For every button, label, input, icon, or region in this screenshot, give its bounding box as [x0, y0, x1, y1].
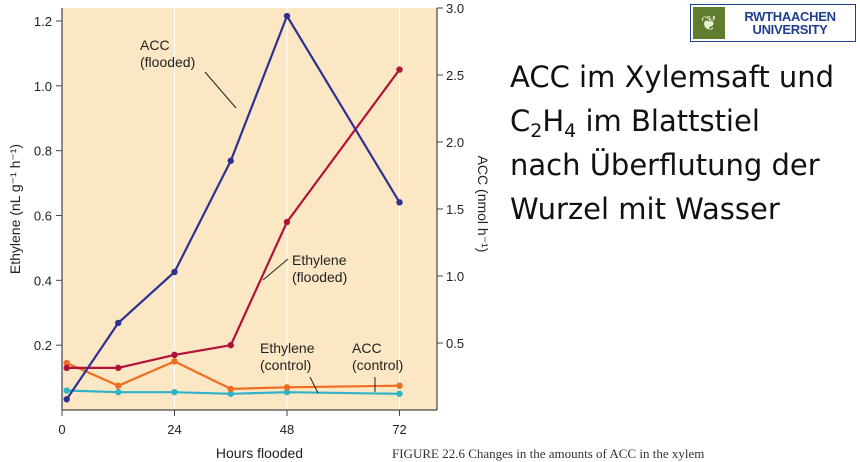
- y2-tick-label: 0.5: [446, 336, 464, 351]
- data-point: [63, 396, 70, 403]
- series-label: Ethylene: [260, 340, 315, 356]
- logo-line-1: RWTHAACHEN: [744, 9, 836, 24]
- data-point: [227, 157, 234, 164]
- data-point: [396, 390, 403, 397]
- y-tick-label: 1.0: [34, 79, 52, 94]
- y-tick-label: 1.2: [34, 14, 52, 29]
- x-tick-label: 0: [58, 422, 65, 437]
- label-leader-line: [204, 71, 237, 109]
- data-point: [171, 388, 178, 396]
- data-point: [171, 351, 178, 359]
- data-point: [115, 364, 122, 372]
- series-label: (flooded): [140, 54, 195, 70]
- series-label: ACC: [140, 37, 170, 53]
- x-axis-title: Hours flooded: [216, 445, 303, 461]
- data-point: [115, 382, 122, 389]
- series-label: ACC: [352, 340, 382, 356]
- data-point: [283, 218, 291, 226]
- y2-tick-label: 3.0: [446, 1, 464, 16]
- logo-line-2: UNIVERSITY: [752, 22, 828, 37]
- y2-tick-label: 1.5: [446, 202, 464, 217]
- data-point: [63, 387, 70, 394]
- data-point: [63, 359, 70, 367]
- label-leader-line: [262, 258, 289, 281]
- y2-tick-label: 2.5: [446, 68, 464, 83]
- slide-text-line: ACC im Xylemsaft und: [510, 60, 835, 94]
- series-label: (control): [260, 357, 311, 373]
- series-label: (flooded): [292, 269, 347, 285]
- label-leader-line: [309, 376, 319, 394]
- y-tick-label: 0.8: [34, 144, 52, 159]
- y2-tick-label: 2.0: [446, 135, 464, 150]
- y-tick-label: 0.2: [34, 338, 52, 353]
- data-point: [115, 319, 122, 327]
- data-point: [283, 388, 291, 396]
- x-tick-label: 48: [280, 422, 294, 437]
- data-point: [396, 382, 403, 389]
- series-label: (control): [352, 357, 403, 373]
- y-tick-label: 0.4: [34, 273, 52, 288]
- y2-axis-title: ACC (nmol h⁻¹): [475, 156, 491, 253]
- data-point: [227, 385, 234, 393]
- data-point: [283, 12, 291, 20]
- data-point: [171, 358, 178, 365]
- data-point: [115, 388, 122, 396]
- data-point: [396, 199, 403, 206]
- slide-text-line: C2H4 im Blattstiel: [510, 104, 760, 142]
- logo-text: RWTHAACHEN UNIVERSITY: [725, 10, 855, 36]
- series-line: [66, 389, 400, 395]
- series-line: [65, 14, 401, 400]
- series-label: Ethylene: [292, 252, 347, 268]
- leaf-emblem-icon: ❦: [693, 7, 725, 39]
- data-point: [396, 66, 403, 73]
- plot-background: [62, 8, 437, 410]
- y-axis-title: Ethylene (nL g⁻¹ h⁻¹): [7, 144, 23, 274]
- slide-text-block: ACC im Xylemsaft und C2H4 im Blattstiel na…: [510, 55, 860, 231]
- data-point: [227, 390, 234, 397]
- y-tick-label: 0.6: [34, 208, 52, 223]
- figure-caption: FIGURE 22.6 Changes in the amounts of AC…: [392, 446, 705, 461]
- slide-text-line: Wurzel mit Wasser: [510, 192, 780, 226]
- series-line: [66, 360, 400, 390]
- university-logo: ❦ RWTHAACHEN UNIVERSITY: [690, 4, 856, 42]
- data-point: [171, 268, 178, 276]
- x-tick-label: 72: [392, 422, 406, 437]
- x-tick-label: 24: [167, 422, 181, 437]
- series-line: [66, 68, 401, 369]
- data-point: [227, 341, 234, 349]
- y2-tick-label: 1.0: [446, 269, 464, 284]
- data-point: [63, 364, 70, 372]
- slide-text-line: nach Überflutung der: [510, 148, 820, 182]
- data-point: [283, 384, 291, 391]
